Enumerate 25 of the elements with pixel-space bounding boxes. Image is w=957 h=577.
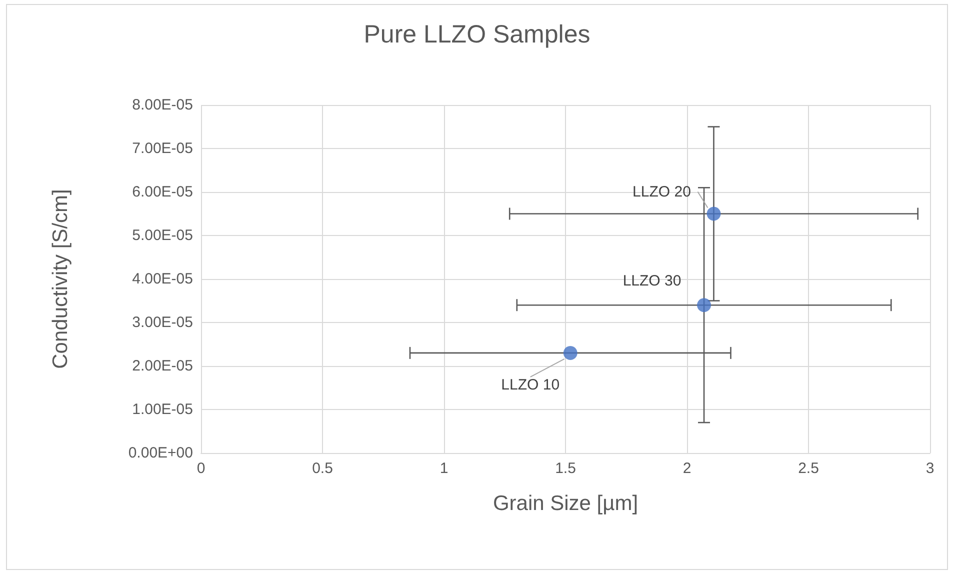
annotation: LLZO 20: [632, 183, 691, 200]
x-tick-label: 0.5: [312, 460, 333, 477]
y-axis-title: Conductivity [S/cm]: [49, 189, 72, 369]
x-tick-label: 0: [196, 460, 206, 477]
x-tick-label: 2.5: [798, 460, 819, 477]
y-tick-label: 0.00E+00: [128, 444, 193, 462]
y-tick-label: 2.00E-05: [132, 358, 193, 374]
y-tick-label: 3.00E-05: [132, 314, 193, 331]
point: [706, 206, 721, 221]
x-tick-label: 1: [440, 460, 448, 477]
x-axis-title: Grain Size [µm]: [492, 492, 638, 515]
annotation: LLZO 30: [622, 272, 682, 290]
y-tick-label: 1.00E-05: [132, 401, 193, 418]
x-tick-label: 2: [682, 460, 692, 477]
y-tick-label: 7.00E-05: [132, 140, 193, 157]
x-tick-label: 3: [926, 460, 934, 477]
point: [563, 346, 578, 360]
annotation: LLZO 10: [501, 376, 560, 394]
y-tick-label: 8.00E-05: [132, 96, 193, 114]
y-tick-label: 4.00E-05: [132, 270, 193, 288]
x-tick-label: 1.5: [555, 460, 576, 477]
y-tick-label: 6.00E-05: [132, 184, 193, 200]
chart-title: Pure LLZO Samples: [364, 20, 590, 48]
y-tick-label: 5.00E-05: [132, 227, 193, 244]
point: [697, 298, 712, 312]
